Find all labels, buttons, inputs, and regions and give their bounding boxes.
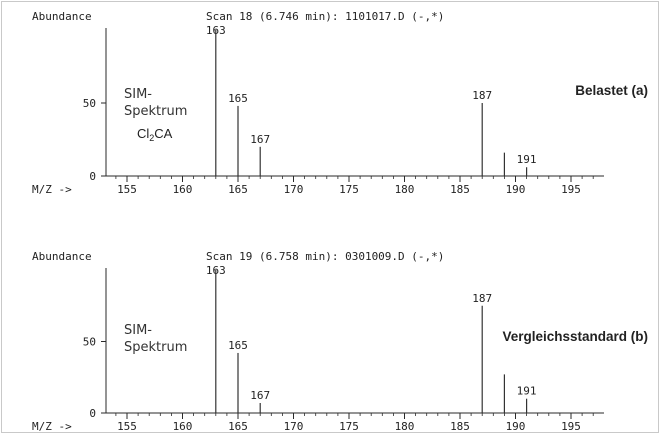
x-tick-label: 165 <box>228 183 248 196</box>
x-tick-label: 170 <box>284 420 304 433</box>
sim-annotation: SIM- <box>124 323 152 338</box>
y-tick-label: 50 <box>83 97 96 110</box>
compound-main: Cl <box>137 126 149 141</box>
peak-label: 187 <box>472 89 492 102</box>
x-tick-label: 175 <box>339 183 359 196</box>
peak-label: 165 <box>228 92 248 105</box>
y-axis-label: Abundance <box>32 250 92 263</box>
panel-tag: (b) <box>627 329 648 344</box>
panel-tag: (a) <box>628 83 648 98</box>
panel-label: Belastet (a) <box>575 83 648 98</box>
x-tick-label: 155 <box>117 420 137 433</box>
peak-label: 165 <box>228 339 248 352</box>
x-tick-label: 180 <box>395 183 415 196</box>
peak-label: 167 <box>250 133 270 146</box>
x-tick-label: 185 <box>450 420 470 433</box>
compound-label: Cl2CA <box>137 126 173 143</box>
sim-annotation: SIM- <box>124 87 152 102</box>
x-axis-label: M/Z -> <box>32 183 72 196</box>
peak-label: 191 <box>517 385 537 398</box>
compound-tail: CA <box>154 126 172 141</box>
spektrum-annotation: Spektrum <box>124 340 187 355</box>
y-tick-label: 0 <box>89 407 96 420</box>
x-tick-label: 195 <box>561 183 581 196</box>
x-tick-label: 180 <box>395 420 415 433</box>
panel-label-text: Belastet <box>575 83 628 98</box>
panel-label-text: Vergleichsstandard <box>502 329 627 344</box>
x-tick-label: 165 <box>228 420 248 433</box>
x-tick-label: 155 <box>117 183 137 196</box>
y-axis-label: Abundance <box>32 10 92 23</box>
scan-title: Scan 18 (6.746 min): 1101017.D (-,*) <box>206 10 444 23</box>
x-tick-label: 160 <box>173 183 193 196</box>
x-tick-label: 160 <box>173 420 193 433</box>
peak-label: 163 <box>206 264 226 277</box>
x-tick-label: 170 <box>284 183 304 196</box>
peak-label: 191 <box>517 153 537 166</box>
x-axis-label: M/Z -> <box>32 420 72 433</box>
y-tick-label: 0 <box>89 170 96 183</box>
compound-subscript: 2 <box>149 133 154 143</box>
peak-label: 187 <box>472 292 492 305</box>
x-tick-label: 185 <box>450 183 470 196</box>
y-tick-label: 50 <box>83 336 96 349</box>
peak-label: 167 <box>250 389 270 402</box>
x-tick-label: 190 <box>506 183 526 196</box>
spectrum-panel-a: Abundance Scan 18 (6.746 min): 1101017.D … <box>32 10 648 196</box>
peak-label: 163 <box>206 24 226 37</box>
spektrum-annotation: Spektrum <box>124 104 187 119</box>
scan-title: Scan 19 (6.758 min): 0301009.D (-,*) <box>206 250 444 263</box>
x-tick-label: 175 <box>339 420 359 433</box>
x-tick-label: 195 <box>561 420 581 433</box>
spectrum-panel-b: Abundance Scan 19 (6.758 min): 0301009.D … <box>32 250 648 433</box>
panel-label: Vergleichsstandard (b) <box>502 329 648 344</box>
x-tick-label: 190 <box>506 420 526 433</box>
